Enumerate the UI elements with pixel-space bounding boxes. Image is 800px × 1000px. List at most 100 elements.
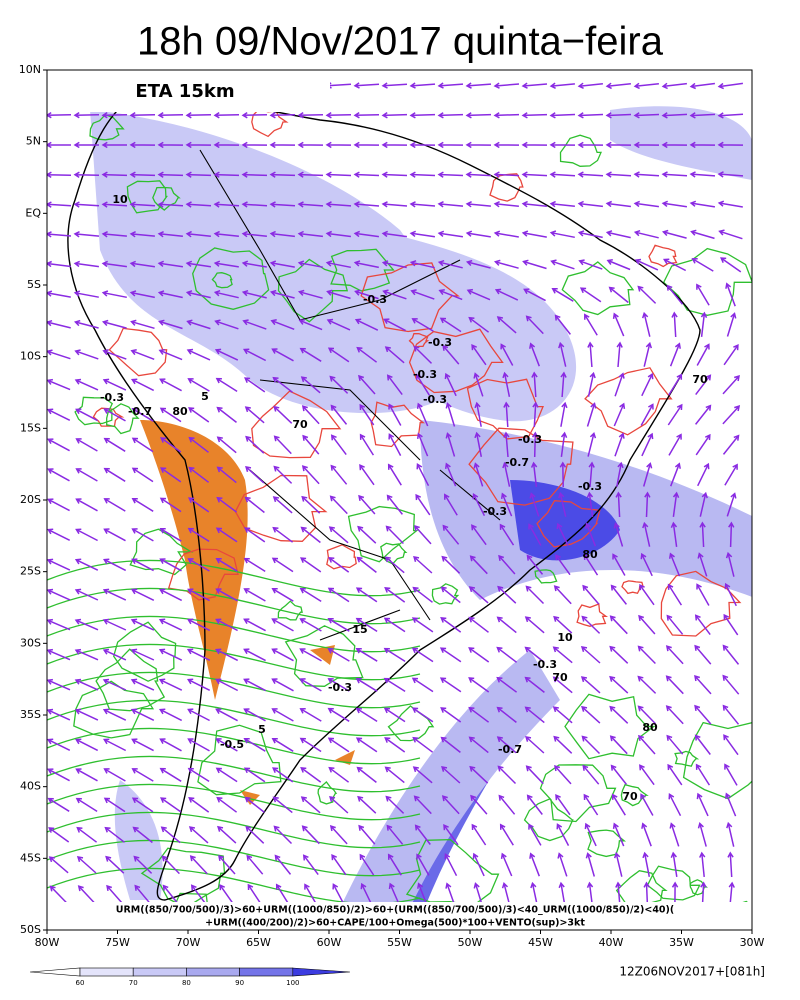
wind-arrow <box>496 316 517 334</box>
wind-arrow <box>412 766 433 784</box>
wind-arrow <box>104 826 125 843</box>
wind-arrow <box>471 524 487 546</box>
wind-arrow <box>383 647 406 663</box>
wind-arrow <box>555 794 571 816</box>
lat-label: 50S <box>20 923 41 936</box>
wind-arrow <box>271 737 294 752</box>
wind-arrow <box>689 200 716 208</box>
wind-arrow <box>188 797 210 813</box>
colorbar-end <box>292 967 351 977</box>
wind-arrow <box>47 438 70 452</box>
wind-arrow <box>717 112 744 119</box>
wind-arrow <box>473 462 484 487</box>
wind-arrow <box>299 618 322 632</box>
wind-arrow <box>605 200 631 208</box>
wind-arrow <box>356 346 378 363</box>
wind-arrow <box>101 231 127 238</box>
wind-arrow <box>103 558 127 572</box>
wind-arrow <box>243 678 266 692</box>
wind-arrow <box>439 647 462 663</box>
wind-arrow <box>102 738 127 752</box>
wind-arrow <box>241 201 268 208</box>
humidity-shade <box>330 650 560 930</box>
wind-arrow <box>717 200 743 208</box>
wind-arrow <box>670 521 678 547</box>
wind-arrow <box>613 522 624 547</box>
wind-arrow <box>553 585 572 605</box>
wind-arrow <box>75 408 98 422</box>
contour-label: 15 <box>352 623 367 636</box>
wind-arrow <box>641 311 651 337</box>
wind-arrow <box>387 463 402 486</box>
wind-arrow <box>271 348 294 362</box>
wind-arrow <box>442 344 460 365</box>
wind-arrow <box>416 462 430 487</box>
wind-arrow <box>188 826 209 844</box>
wind-arrow <box>503 431 510 458</box>
wind-arrow <box>609 645 629 664</box>
wind-arrow <box>473 372 484 397</box>
wind-arrow <box>469 765 489 784</box>
contour <box>674 750 700 767</box>
wind-arrow <box>582 764 600 785</box>
wind-arrow <box>241 111 268 119</box>
wind-arrow <box>244 496 265 514</box>
wind-arrow <box>493 82 520 89</box>
wind-arrow <box>559 461 567 488</box>
wind-arrow <box>74 378 99 391</box>
wind-arrow <box>584 822 597 847</box>
wind-arrow <box>470 794 488 815</box>
wind-arrow <box>383 677 406 693</box>
lat-label: 45S <box>20 851 41 864</box>
wind-arrow <box>695 374 712 396</box>
wind-arrow <box>101 260 127 268</box>
contour <box>106 403 140 435</box>
wind-arrow <box>244 527 266 543</box>
wind-arrow <box>357 525 377 544</box>
wind-arrow <box>215 527 238 543</box>
wind-arrow <box>73 201 100 208</box>
wind-arrow <box>500 492 513 517</box>
wind-arrow <box>103 437 126 452</box>
wind-arrow <box>217 825 237 844</box>
wind-arrow <box>411 617 434 633</box>
wind-arrow <box>241 260 267 268</box>
wind-arrow <box>689 82 715 90</box>
wind-arrow <box>613 402 626 427</box>
contour <box>47 839 421 877</box>
wind-arrow <box>615 491 622 518</box>
map-area: -0.3-0.7 8070510-0.3-0.3-0.3-0.3-0.7-0.3-… <box>47 70 752 930</box>
contour-label: 70 <box>292 418 308 431</box>
wind-arrow <box>689 141 716 149</box>
wind-arrow <box>161 855 180 875</box>
wind-arrow <box>73 260 99 268</box>
wind-arrow <box>187 767 210 783</box>
wind-arrow <box>496 736 517 754</box>
contour <box>523 798 574 842</box>
wind-arrow <box>468 647 490 663</box>
wind-arrow <box>241 171 268 178</box>
contour <box>682 721 752 800</box>
wind-arrow <box>524 616 545 634</box>
wind-arrow <box>531 431 539 458</box>
wind-arrow <box>158 618 183 631</box>
wind-arrow <box>722 704 740 725</box>
wind-arrow <box>577 200 603 208</box>
wind-arrow <box>47 378 71 391</box>
wind-arrow <box>439 677 462 693</box>
wind-arrow <box>297 201 324 208</box>
wind-arrow <box>439 317 462 333</box>
wind-arrow <box>356 766 377 783</box>
wind-arrow <box>521 112 548 119</box>
contour <box>536 500 601 548</box>
wind-arrow <box>325 141 352 149</box>
wind-arrow <box>326 318 351 331</box>
wind-arrow <box>355 648 378 662</box>
lon-label: 40W <box>599 936 624 949</box>
wind-arrow <box>724 463 738 486</box>
wind-arrow <box>272 526 294 543</box>
wind-arrow <box>359 853 375 876</box>
wind-arrow <box>697 552 708 577</box>
wind-arrow <box>524 706 545 724</box>
